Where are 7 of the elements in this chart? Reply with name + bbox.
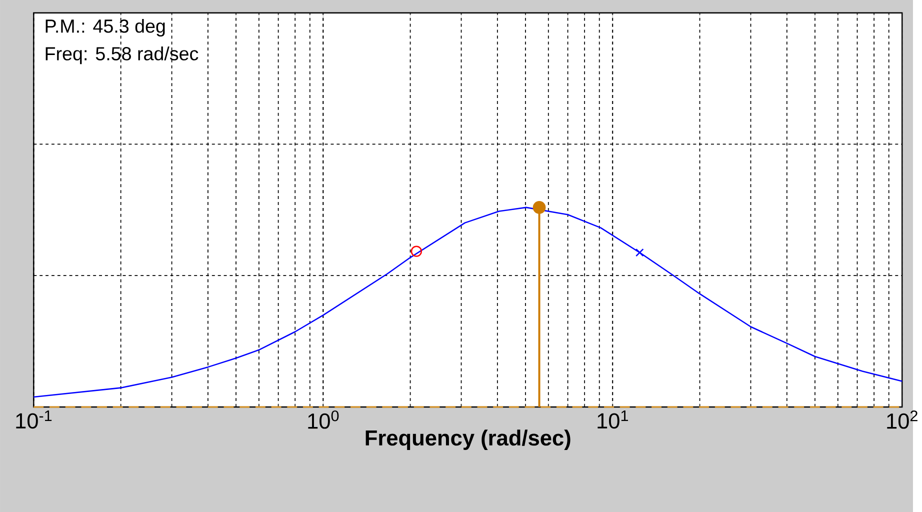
x-tick-label: 10$^{-1}$ [16, 410, 52, 429]
x-axis-title: Frequency (rad/sec) [366, 430, 570, 450]
text: Freq: 5.58 rad/sec [46, 46, 198, 64]
x-tick-label: 10$^{2}$ [887, 410, 918, 429]
text: P.M.: 45.3 deg [46, 19, 165, 37]
x-tick-label: 10$^{1}$ [598, 410, 628, 429]
x-tick-label: 10$^{0}$ [308, 410, 339, 429]
